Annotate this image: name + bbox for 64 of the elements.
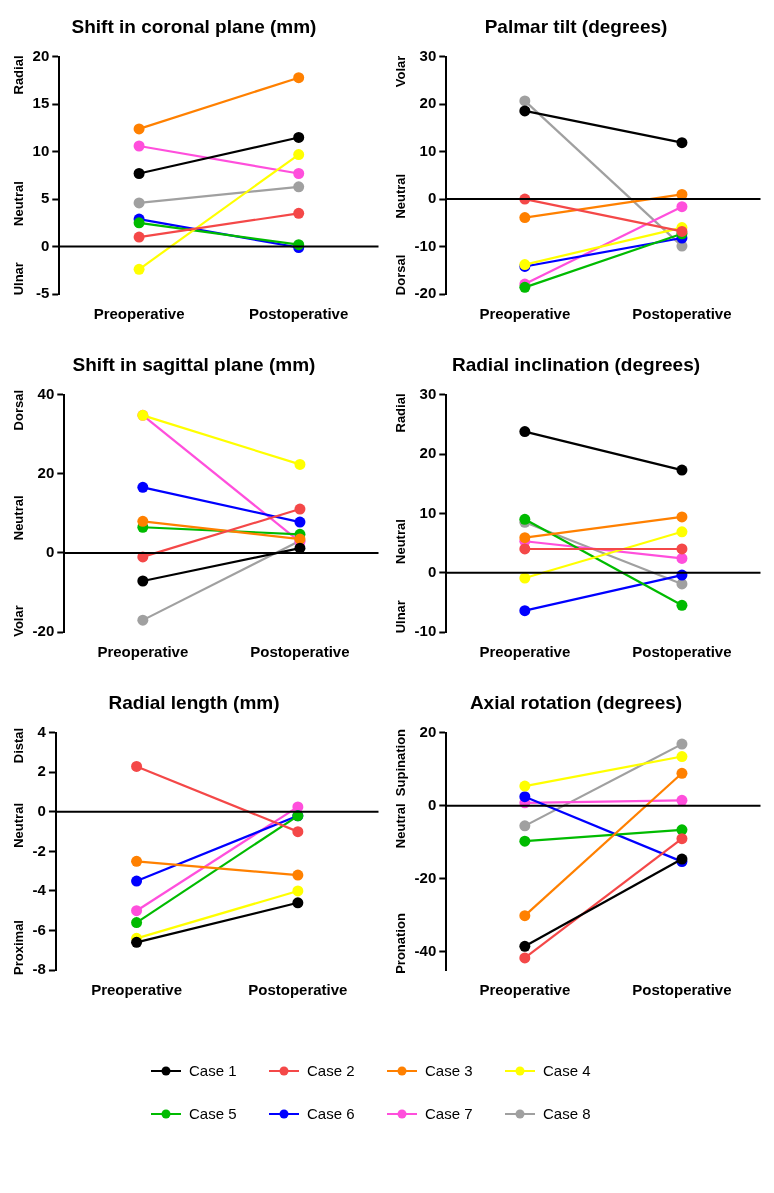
- y-tick-label: 5: [40, 189, 50, 207]
- y-tick-label: 0: [427, 795, 437, 813]
- y-axis-title: Ulnar Neutral Radial: [11, 55, 27, 296]
- y-tick-label: 20: [419, 444, 437, 462]
- y-tick-label: 15: [32, 94, 50, 112]
- y-axis-title: Volar Neutral Dorsal: [11, 389, 27, 637]
- chart-title: Axial rotation (degrees): [469, 691, 683, 713]
- y-tick-label: 0: [45, 543, 55, 561]
- y-tick-label: 0: [37, 802, 46, 820]
- y-tick-label: -8: [32, 960, 46, 978]
- y-tick-label: 10: [419, 141, 437, 159]
- x-tick-label: Postoperative: [250, 643, 350, 661]
- y-tick-label: 10: [32, 141, 50, 159]
- x-tick-label: Postoperative: [632, 305, 732, 323]
- x-tick-label: Preoperative: [479, 305, 571, 323]
- y-tick-label: 30: [419, 384, 437, 402]
- y-axis-title: Dorsal Neutral Volar: [393, 55, 409, 296]
- x-tick-label: Preoperative: [97, 643, 189, 661]
- legend-label: Case 6: [307, 1105, 355, 1122]
- y-tick-label: 20: [419, 722, 437, 740]
- x-tick-label: Preoperative: [91, 981, 183, 999]
- y-tick-label: 2: [37, 762, 46, 780]
- y-tick-label: -10: [414, 236, 437, 254]
- y-axis-title: Pronation Neutral Supination: [393, 728, 409, 974]
- y-tick-label: -5: [35, 284, 50, 302]
- y-tick-label: 30: [419, 46, 437, 64]
- y-tick-label: 10: [419, 503, 437, 521]
- chart-title: Palmar tilt (degrees): [484, 15, 668, 37]
- y-tick-label: 20: [37, 464, 55, 482]
- y-tick-label: -20: [32, 622, 55, 640]
- y-tick-label: -6: [32, 920, 46, 938]
- y-tick-label: -4: [32, 881, 47, 899]
- x-tick-label: Preoperative: [479, 643, 571, 661]
- x-tick-label: Postoperative: [249, 305, 349, 323]
- x-tick-label: Preoperative: [93, 305, 185, 323]
- x-tick-label: Postoperative: [632, 643, 732, 661]
- y-tick-label: 4: [37, 722, 47, 740]
- y-tick-label: 0: [427, 189, 437, 207]
- chart-title: Shift in sagittal plane (mm): [72, 353, 316, 375]
- y-tick-label: -2: [32, 841, 46, 859]
- legend-label: Case 7: [425, 1105, 473, 1122]
- y-tick-label: -20: [414, 284, 437, 302]
- legend-label: Case 8: [543, 1105, 591, 1122]
- y-tick-label: -40: [414, 941, 437, 959]
- legend-label: Case 3: [425, 1062, 473, 1079]
- x-tick-label: Postoperative: [248, 981, 348, 999]
- x-tick-label: Postoperative: [632, 981, 732, 999]
- chart-title: Radial length (mm): [108, 691, 280, 713]
- y-tick-label: 20: [419, 94, 437, 112]
- y-axis-title: Proximal Neutral Distal: [11, 727, 27, 975]
- chart-title: Shift in coronal plane (mm): [71, 15, 317, 37]
- y-tick-label: -10: [414, 622, 437, 640]
- legend-label: Case 2: [307, 1062, 355, 1079]
- y-tick-label: 40: [37, 384, 55, 402]
- y-tick-label: 0: [427, 562, 437, 580]
- legend-label: Case 5: [189, 1105, 237, 1122]
- y-tick-label: 20: [32, 46, 50, 64]
- y-axis-title: Ulnar Neutral Radial: [393, 393, 409, 634]
- y-tick-label: 0: [40, 236, 50, 254]
- chart-title: Radial inclination (degrees): [451, 353, 701, 375]
- legend-label: Case 4: [543, 1062, 591, 1079]
- legend-label: Case 1: [189, 1062, 237, 1079]
- y-tick-label: -20: [414, 868, 437, 886]
- x-tick-label: Preoperative: [479, 981, 571, 999]
